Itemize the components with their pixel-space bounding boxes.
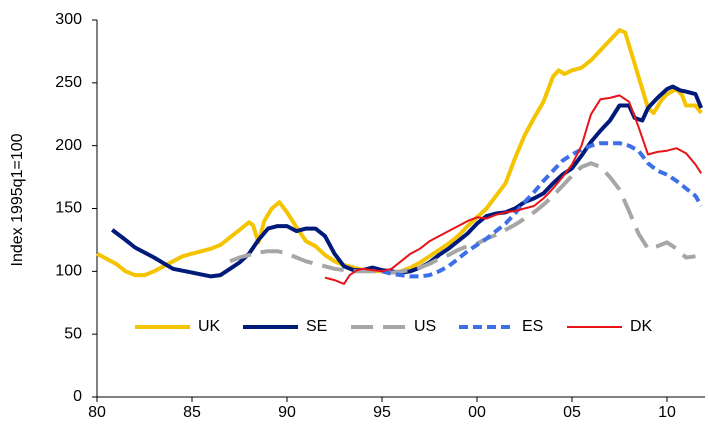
legend-label: DK: [630, 318, 653, 335]
x-tick-label: 90: [278, 404, 296, 421]
series-line: [324, 94, 703, 285]
series-line: [96, 28, 703, 278]
x-tick-label: 80: [88, 404, 106, 421]
y-tick-label: 200: [55, 137, 82, 154]
y-tick-label: 250: [55, 74, 82, 91]
x-tick-label: 05: [563, 404, 581, 421]
legend-label: SE: [306, 318, 327, 335]
x-tick-label: 00: [468, 404, 486, 421]
x-tick-label: 10: [658, 404, 676, 421]
legend-label: US: [414, 318, 436, 335]
series-line: [229, 161, 696, 275]
y-axis-label: Index 1995q1=100: [9, 133, 26, 266]
y-tick-label: 300: [55, 11, 82, 28]
y-tick-label: 150: [55, 200, 82, 217]
x-tick-label: 85: [183, 404, 201, 421]
y-tick-label: 50: [64, 325, 82, 342]
series-line: [381, 141, 703, 279]
x-tick-label: 95: [373, 404, 391, 421]
legend-label: ES: [522, 318, 543, 335]
y-tick-label: 100: [55, 263, 82, 280]
y-tick-label: 0: [73, 388, 82, 405]
legend-label: UK: [198, 318, 221, 335]
